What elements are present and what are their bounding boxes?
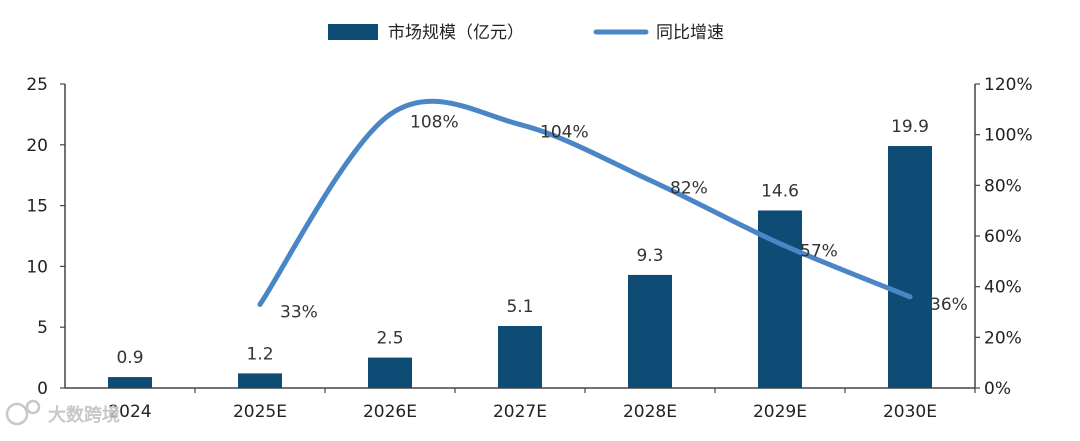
bar-data-label: 19.9 bbox=[891, 117, 929, 137]
growth-point bbox=[257, 301, 263, 307]
watermark-text: 大数跨境 bbox=[48, 404, 120, 426]
growth-line bbox=[257, 98, 913, 307]
bar-data-label: 9.3 bbox=[636, 246, 663, 266]
right-tick-label: 20% bbox=[984, 328, 1022, 348]
growth-point bbox=[777, 241, 783, 247]
left-tick-label: 20 bbox=[26, 136, 48, 156]
axes: 0 5 10 15 20 25 0% 20% 40% 60% 80% 100% 120% 2024 2025… bbox=[26, 75, 1032, 422]
bar bbox=[368, 357, 412, 388]
left-tick-label: 25 bbox=[26, 75, 48, 95]
legend: 市场规模（亿元） 同比增速 bbox=[328, 23, 724, 43]
bar bbox=[108, 377, 152, 388]
bar bbox=[888, 146, 932, 388]
bar-data-label: 2.5 bbox=[376, 329, 403, 349]
right-tick-label: 60% bbox=[984, 227, 1022, 247]
x-tick-label: 2029E bbox=[753, 402, 807, 422]
growth-point bbox=[387, 111, 393, 117]
bar bbox=[238, 373, 282, 388]
left-tick-label: 5 bbox=[37, 318, 48, 338]
x-tick-label: 2030E bbox=[883, 402, 937, 422]
bar-data-label: 1.2 bbox=[246, 344, 273, 364]
legend-bar-swatch bbox=[328, 24, 378, 40]
left-tick-label: 15 bbox=[26, 197, 48, 217]
growth-point bbox=[647, 177, 653, 183]
watermark-logo-dot-icon bbox=[25, 399, 41, 415]
x-tick-label: 2024 bbox=[108, 402, 151, 422]
watermark-logo-icon bbox=[5, 402, 29, 426]
x-tick-label: 2027E bbox=[493, 402, 547, 422]
bar bbox=[628, 274, 672, 388]
watermark: 大数跨境 bbox=[5, 399, 120, 426]
right-tick-label: 120% bbox=[984, 75, 1033, 95]
right-tick-label: 100% bbox=[984, 126, 1033, 146]
right-tick-label: 0% bbox=[984, 379, 1011, 399]
growth-data-label: 57% bbox=[800, 242, 838, 262]
bar-data-label: 5.1 bbox=[506, 297, 533, 317]
growth-data-label: 36% bbox=[930, 295, 968, 315]
legend-bar-label: 市场规模（亿元） bbox=[388, 23, 524, 43]
growth-point bbox=[517, 122, 523, 128]
bar-series: 0.9 1.2 2.5 5.1 9.3 14.6 19.9 bbox=[108, 117, 932, 388]
right-tick-label: 40% bbox=[984, 278, 1022, 298]
growth-point bbox=[907, 294, 913, 300]
right-tick-label: 80% bbox=[984, 176, 1022, 196]
left-tick-label: 0 bbox=[37, 379, 48, 399]
growth-data-label: 104% bbox=[540, 123, 589, 143]
left-tick-label: 10 bbox=[26, 257, 48, 277]
growth-data-label: 33% bbox=[280, 302, 318, 322]
growth-data-label: 108% bbox=[410, 112, 459, 132]
bar-data-label: 14.6 bbox=[761, 181, 799, 201]
line-series: 33% 108% 104% 82% 57% 36% bbox=[257, 98, 968, 322]
x-tick-label: 2025E bbox=[233, 402, 287, 422]
x-tick-label: 2026E bbox=[363, 402, 417, 422]
bar bbox=[758, 210, 802, 388]
growth-data-label: 82% bbox=[670, 178, 708, 198]
bar bbox=[498, 325, 542, 388]
x-tick-label: 2028E bbox=[623, 402, 677, 422]
bar-data-label: 0.9 bbox=[116, 348, 143, 368]
legend-line-label: 同比增速 bbox=[656, 23, 724, 43]
